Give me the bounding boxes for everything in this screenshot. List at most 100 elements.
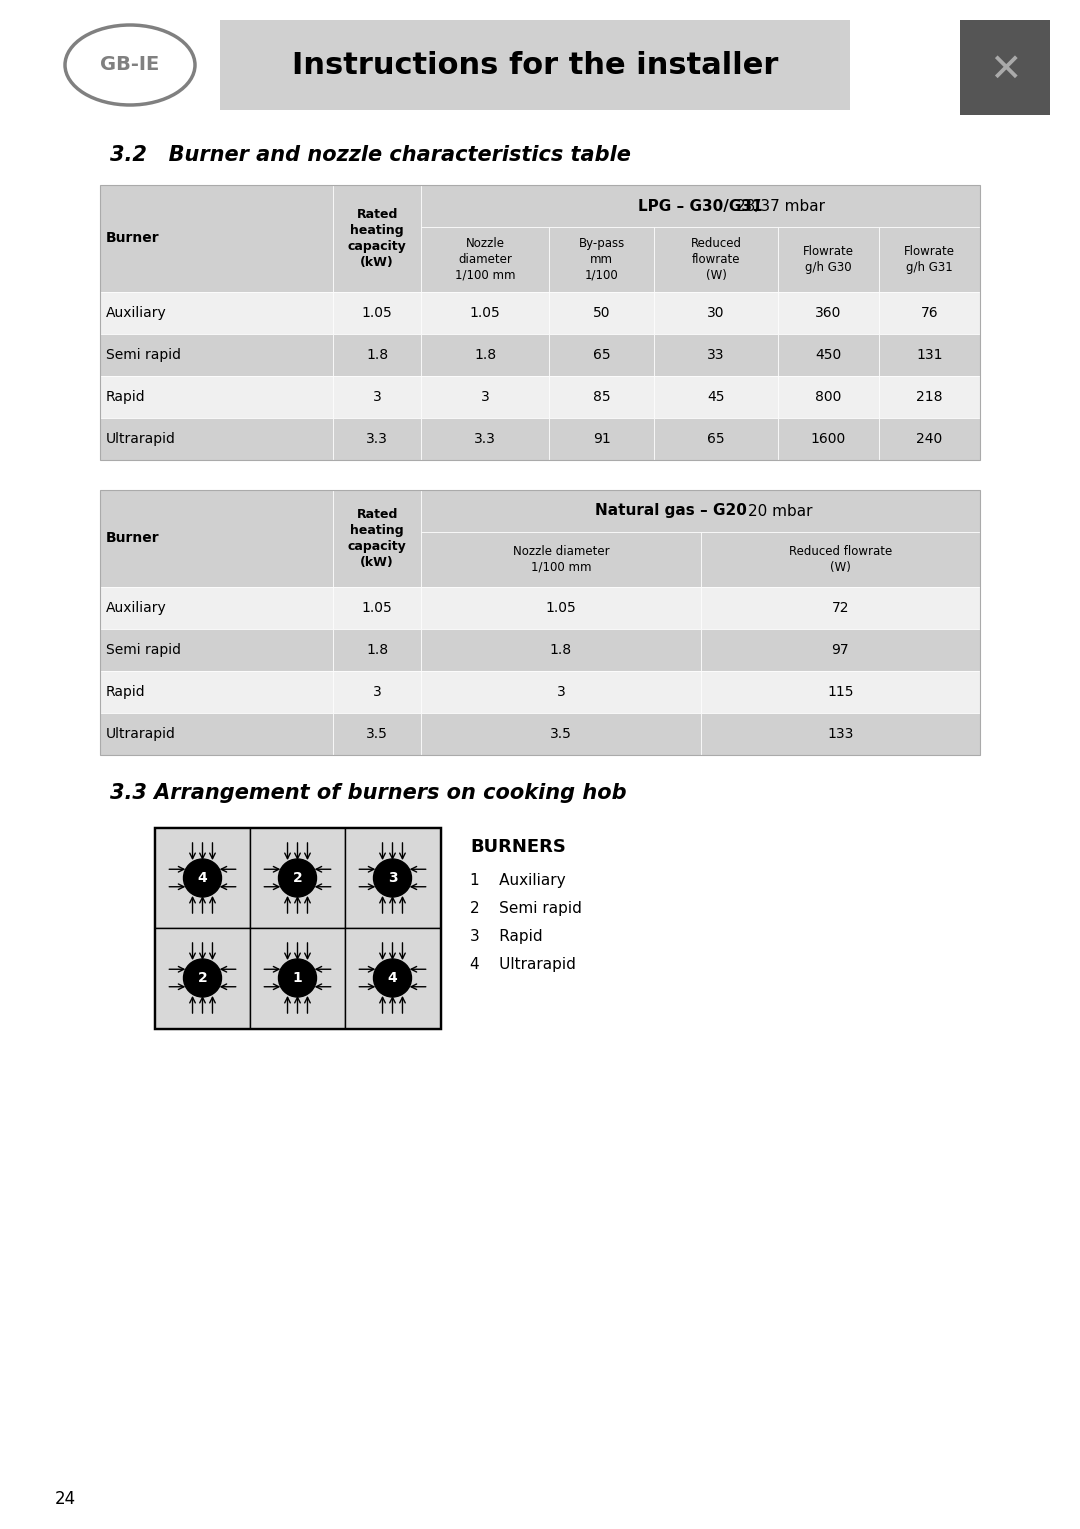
Text: 1.05: 1.05 <box>470 306 500 320</box>
FancyBboxPatch shape <box>778 417 879 460</box>
FancyBboxPatch shape <box>549 333 654 376</box>
FancyBboxPatch shape <box>421 489 980 532</box>
Circle shape <box>374 859 411 898</box>
Text: LPG – G30/G31: LPG – G30/G31 <box>638 199 762 214</box>
FancyBboxPatch shape <box>334 185 421 292</box>
FancyBboxPatch shape <box>220 20 850 110</box>
FancyBboxPatch shape <box>334 671 421 713</box>
Text: 45: 45 <box>707 390 725 404</box>
Text: 3.5: 3.5 <box>366 726 388 742</box>
Text: 1.8: 1.8 <box>366 349 389 362</box>
Text: Flowrate
g/h G31: Flowrate g/h G31 <box>904 245 955 274</box>
FancyBboxPatch shape <box>421 226 549 292</box>
FancyBboxPatch shape <box>778 292 879 333</box>
FancyBboxPatch shape <box>654 333 778 376</box>
Text: 91: 91 <box>593 433 610 446</box>
Text: Ultrarapid: Ultrarapid <box>106 726 176 742</box>
Text: 3: 3 <box>373 685 381 699</box>
FancyBboxPatch shape <box>334 628 421 671</box>
Text: 24: 24 <box>55 1489 76 1508</box>
FancyBboxPatch shape <box>654 226 778 292</box>
FancyBboxPatch shape <box>100 417 334 460</box>
FancyBboxPatch shape <box>654 376 778 417</box>
Text: Nozzle diameter
1/100 mm: Nozzle diameter 1/100 mm <box>513 544 609 573</box>
Text: 3.3: 3.3 <box>474 433 496 446</box>
FancyBboxPatch shape <box>879 417 980 460</box>
Text: 1.8: 1.8 <box>366 644 389 657</box>
Text: 2: 2 <box>198 971 207 985</box>
FancyBboxPatch shape <box>549 376 654 417</box>
FancyBboxPatch shape <box>100 292 334 333</box>
Circle shape <box>184 959 221 997</box>
Text: GB-IE: GB-IE <box>100 55 160 75</box>
Text: Flowrate
g/h G30: Flowrate g/h G30 <box>802 245 853 274</box>
FancyBboxPatch shape <box>421 292 549 333</box>
Text: 65: 65 <box>707 433 725 446</box>
FancyBboxPatch shape <box>879 292 980 333</box>
FancyBboxPatch shape <box>778 333 879 376</box>
Text: 4: 4 <box>198 872 207 885</box>
FancyBboxPatch shape <box>549 226 654 292</box>
FancyBboxPatch shape <box>156 928 249 1027</box>
Circle shape <box>374 959 411 997</box>
Text: 1.05: 1.05 <box>362 306 392 320</box>
FancyBboxPatch shape <box>421 628 701 671</box>
FancyBboxPatch shape <box>879 226 980 292</box>
Text: 50: 50 <box>593 306 610 320</box>
Text: Reduced flowrate
(W): Reduced flowrate (W) <box>788 544 892 573</box>
Text: Ultrarapid: Ultrarapid <box>106 433 176 446</box>
FancyBboxPatch shape <box>249 928 345 1027</box>
Text: Rapid: Rapid <box>106 685 146 699</box>
Text: 1.8: 1.8 <box>550 644 572 657</box>
FancyBboxPatch shape <box>421 671 701 713</box>
Text: By-pass
mm
1/100: By-pass mm 1/100 <box>579 237 624 281</box>
Text: 360: 360 <box>815 306 841 320</box>
Text: 450: 450 <box>815 349 841 362</box>
Text: Reduced
flowrate
(W): Reduced flowrate (W) <box>690 237 742 281</box>
FancyBboxPatch shape <box>334 489 421 587</box>
Text: Auxiliary: Auxiliary <box>106 306 166 320</box>
FancyBboxPatch shape <box>654 292 778 333</box>
FancyBboxPatch shape <box>421 185 980 226</box>
FancyBboxPatch shape <box>421 417 549 460</box>
FancyBboxPatch shape <box>421 376 549 417</box>
Text: 4    Ultrarapid: 4 Ultrarapid <box>470 957 576 972</box>
Text: 2    Semi rapid: 2 Semi rapid <box>470 901 582 916</box>
Text: 3: 3 <box>373 390 381 404</box>
Text: 76: 76 <box>920 306 939 320</box>
FancyBboxPatch shape <box>421 713 701 755</box>
Text: 1: 1 <box>293 971 302 985</box>
FancyBboxPatch shape <box>960 20 1050 115</box>
FancyBboxPatch shape <box>345 928 440 1027</box>
Text: 3.2   Burner and nozzle characteristics table: 3.2 Burner and nozzle characteristics ta… <box>110 145 631 165</box>
FancyBboxPatch shape <box>701 628 980 671</box>
Circle shape <box>279 859 316 898</box>
Text: BURNERS: BURNERS <box>470 838 566 856</box>
Text: 1.05: 1.05 <box>362 601 392 615</box>
Text: 3.3: 3.3 <box>366 433 388 446</box>
FancyBboxPatch shape <box>334 333 421 376</box>
FancyBboxPatch shape <box>334 417 421 460</box>
FancyBboxPatch shape <box>100 333 334 376</box>
Circle shape <box>184 859 221 898</box>
Text: Rated
heating
capacity
(kW): Rated heating capacity (kW) <box>348 208 406 269</box>
FancyBboxPatch shape <box>100 587 334 628</box>
Text: Semi rapid: Semi rapid <box>106 349 181 362</box>
Text: 3.5: 3.5 <box>550 726 571 742</box>
Text: 3: 3 <box>388 872 397 885</box>
Circle shape <box>279 959 316 997</box>
FancyBboxPatch shape <box>100 628 334 671</box>
FancyBboxPatch shape <box>701 671 980 713</box>
Text: Auxiliary: Auxiliary <box>106 601 166 615</box>
Text: 3: 3 <box>481 390 489 404</box>
FancyBboxPatch shape <box>879 376 980 417</box>
FancyBboxPatch shape <box>334 376 421 417</box>
Text: Instructions for the installer: Instructions for the installer <box>292 50 779 80</box>
FancyBboxPatch shape <box>334 292 421 333</box>
Text: 30: 30 <box>707 306 725 320</box>
Text: Nozzle
diameter
1/100 mm: Nozzle diameter 1/100 mm <box>455 237 515 281</box>
Text: 1600: 1600 <box>811 433 846 446</box>
FancyBboxPatch shape <box>701 532 980 587</box>
Text: 131: 131 <box>916 349 943 362</box>
Text: 1.8: 1.8 <box>474 349 496 362</box>
